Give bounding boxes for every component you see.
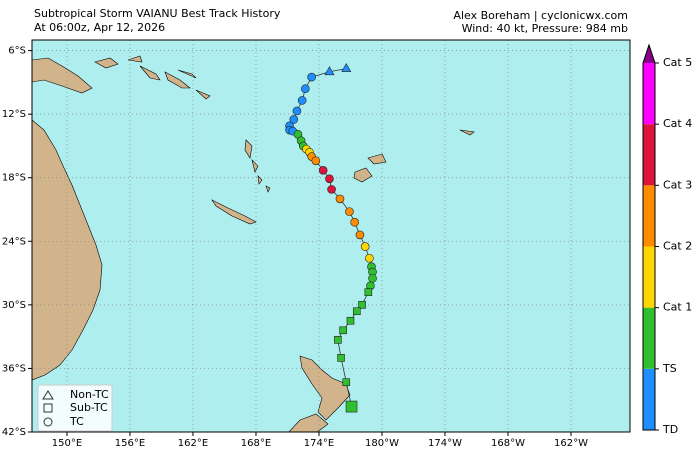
x-tick-label: 180°W xyxy=(365,438,399,449)
colorbar-extension xyxy=(643,45,655,63)
legend-label: Sub-TC xyxy=(70,401,108,414)
track-point xyxy=(355,230,365,240)
track-point xyxy=(292,106,302,116)
colorbar-label: Cat 2 xyxy=(663,240,692,253)
track-point xyxy=(324,66,335,76)
track-point xyxy=(368,274,377,283)
track xyxy=(285,62,377,413)
colorbar-label: Cat 3 xyxy=(663,178,692,191)
track-point xyxy=(345,400,358,413)
colorbar: TD TS Cat 1 Cat 2 Cat 3 Cat 4 Cat 5 xyxy=(642,43,692,436)
colorbar-label: Cat 1 xyxy=(663,301,692,314)
colorbar-segment xyxy=(643,246,655,308)
x-tick-label: 174°W xyxy=(428,438,462,449)
x-tick-label: 168°W xyxy=(491,438,525,449)
x-tick-label: 156°E xyxy=(115,438,145,449)
credit: Alex Boreham | cyclonicwx.com xyxy=(453,9,628,22)
y-tick-label: 30°S xyxy=(2,300,26,311)
legend-box xyxy=(37,384,113,432)
track-point xyxy=(335,194,345,204)
track-point xyxy=(297,96,307,105)
ocean xyxy=(32,40,630,432)
track-point xyxy=(345,207,354,216)
track-point xyxy=(289,115,299,124)
track-point xyxy=(365,253,374,263)
track-point xyxy=(301,84,310,94)
x-tick-label: 150°E xyxy=(52,438,82,449)
x-tick-label: 168°E xyxy=(241,438,271,449)
track-point xyxy=(341,62,352,72)
subtitle: At 06:00z, Apr 12, 2026 xyxy=(34,21,165,34)
track-point xyxy=(318,166,328,175)
track-point xyxy=(339,326,347,335)
colorbar-frame xyxy=(642,43,656,431)
track-point xyxy=(360,242,370,251)
y-tick-label: 18°S xyxy=(2,173,26,184)
track-point xyxy=(364,288,373,296)
graticule xyxy=(32,40,630,433)
legend-label: TC xyxy=(69,415,84,428)
colorbar-segment xyxy=(643,63,655,125)
legend-symbol xyxy=(43,403,53,413)
storm-info: Wind: 40 kt, Pressure: 984 mb xyxy=(462,22,628,35)
legend: Non-TC Sub-TC TC xyxy=(37,384,113,432)
legend-symbol xyxy=(42,390,54,400)
track-point xyxy=(307,72,316,82)
y-tick-label: 36°S xyxy=(2,363,26,374)
track-point xyxy=(327,185,336,194)
land xyxy=(32,55,475,432)
title: Subtropical Storm VAIANU Best Track Hist… xyxy=(34,7,281,20)
legend-symbol xyxy=(43,417,53,427)
x-tick-label: 162°E xyxy=(178,438,208,449)
colorbar-segment xyxy=(643,185,655,247)
colorbar-label: Cat 4 xyxy=(663,117,692,130)
colorbar-segment xyxy=(643,307,655,369)
colorbar-segment xyxy=(643,124,655,186)
map-frame xyxy=(31,39,631,433)
track-point xyxy=(311,156,321,166)
y-tick-label: 6°S xyxy=(8,46,26,57)
track-point xyxy=(342,378,351,387)
track-point xyxy=(325,174,334,184)
colorbar-label: Cat 5 xyxy=(663,56,692,69)
track-point xyxy=(346,316,355,325)
colorbar-label: TS xyxy=(662,362,677,375)
x-tick-label: 174°E xyxy=(304,438,334,449)
track-point xyxy=(352,307,361,316)
y-tick-label: 42°S xyxy=(2,427,26,438)
track-point xyxy=(358,301,366,309)
track-point xyxy=(350,217,359,227)
colorbar-label: TD xyxy=(662,423,678,436)
colorbar-segment xyxy=(643,368,655,430)
y-tick-label: 24°S xyxy=(2,236,26,247)
y-tick-label: 12°S xyxy=(2,109,26,120)
x-tick-label: 162°W xyxy=(554,438,588,449)
legend-label: Non-TC xyxy=(70,388,109,401)
track-point xyxy=(334,336,342,344)
track-point xyxy=(337,354,345,362)
